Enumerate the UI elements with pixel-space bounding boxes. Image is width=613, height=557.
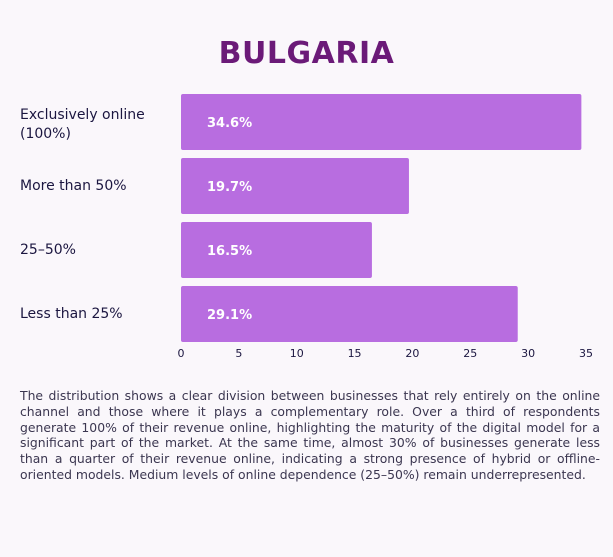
bar	[181, 158, 409, 214]
category-label: Exclusively online (100%)	[20, 107, 145, 142]
chart-description: The distribution shows a clear division …	[20, 388, 600, 482]
bar	[181, 286, 518, 342]
x-tick-label: 10	[290, 347, 304, 360]
x-tick-label: 15	[348, 347, 362, 360]
category-label: Less than 25%	[20, 306, 123, 322]
bar-chart: 34.6% 19.7% 16.5% 29.1% 0 5 10 15 20 25 30 35	[178, 94, 593, 360]
x-tick-label: 20	[405, 347, 419, 360]
bar	[181, 222, 372, 278]
chart-title: BULGARIA	[218, 36, 395, 71]
bar	[181, 94, 582, 150]
x-tick-label: 25	[463, 347, 477, 360]
category-label: 25–50%	[20, 242, 76, 258]
bar-value-label: 29.1%	[207, 308, 252, 323]
category-label: More than 50%	[20, 178, 127, 194]
x-tick-label: 35	[579, 347, 593, 360]
bar-value-label: 34.6%	[207, 116, 252, 131]
x-tick-label: 0	[178, 347, 185, 360]
x-tick-label: 30	[521, 347, 535, 360]
x-tick-label: 5	[235, 347, 242, 360]
bar-value-label: 16.5%	[207, 244, 252, 259]
bar-value-label: 19.7%	[207, 180, 252, 195]
